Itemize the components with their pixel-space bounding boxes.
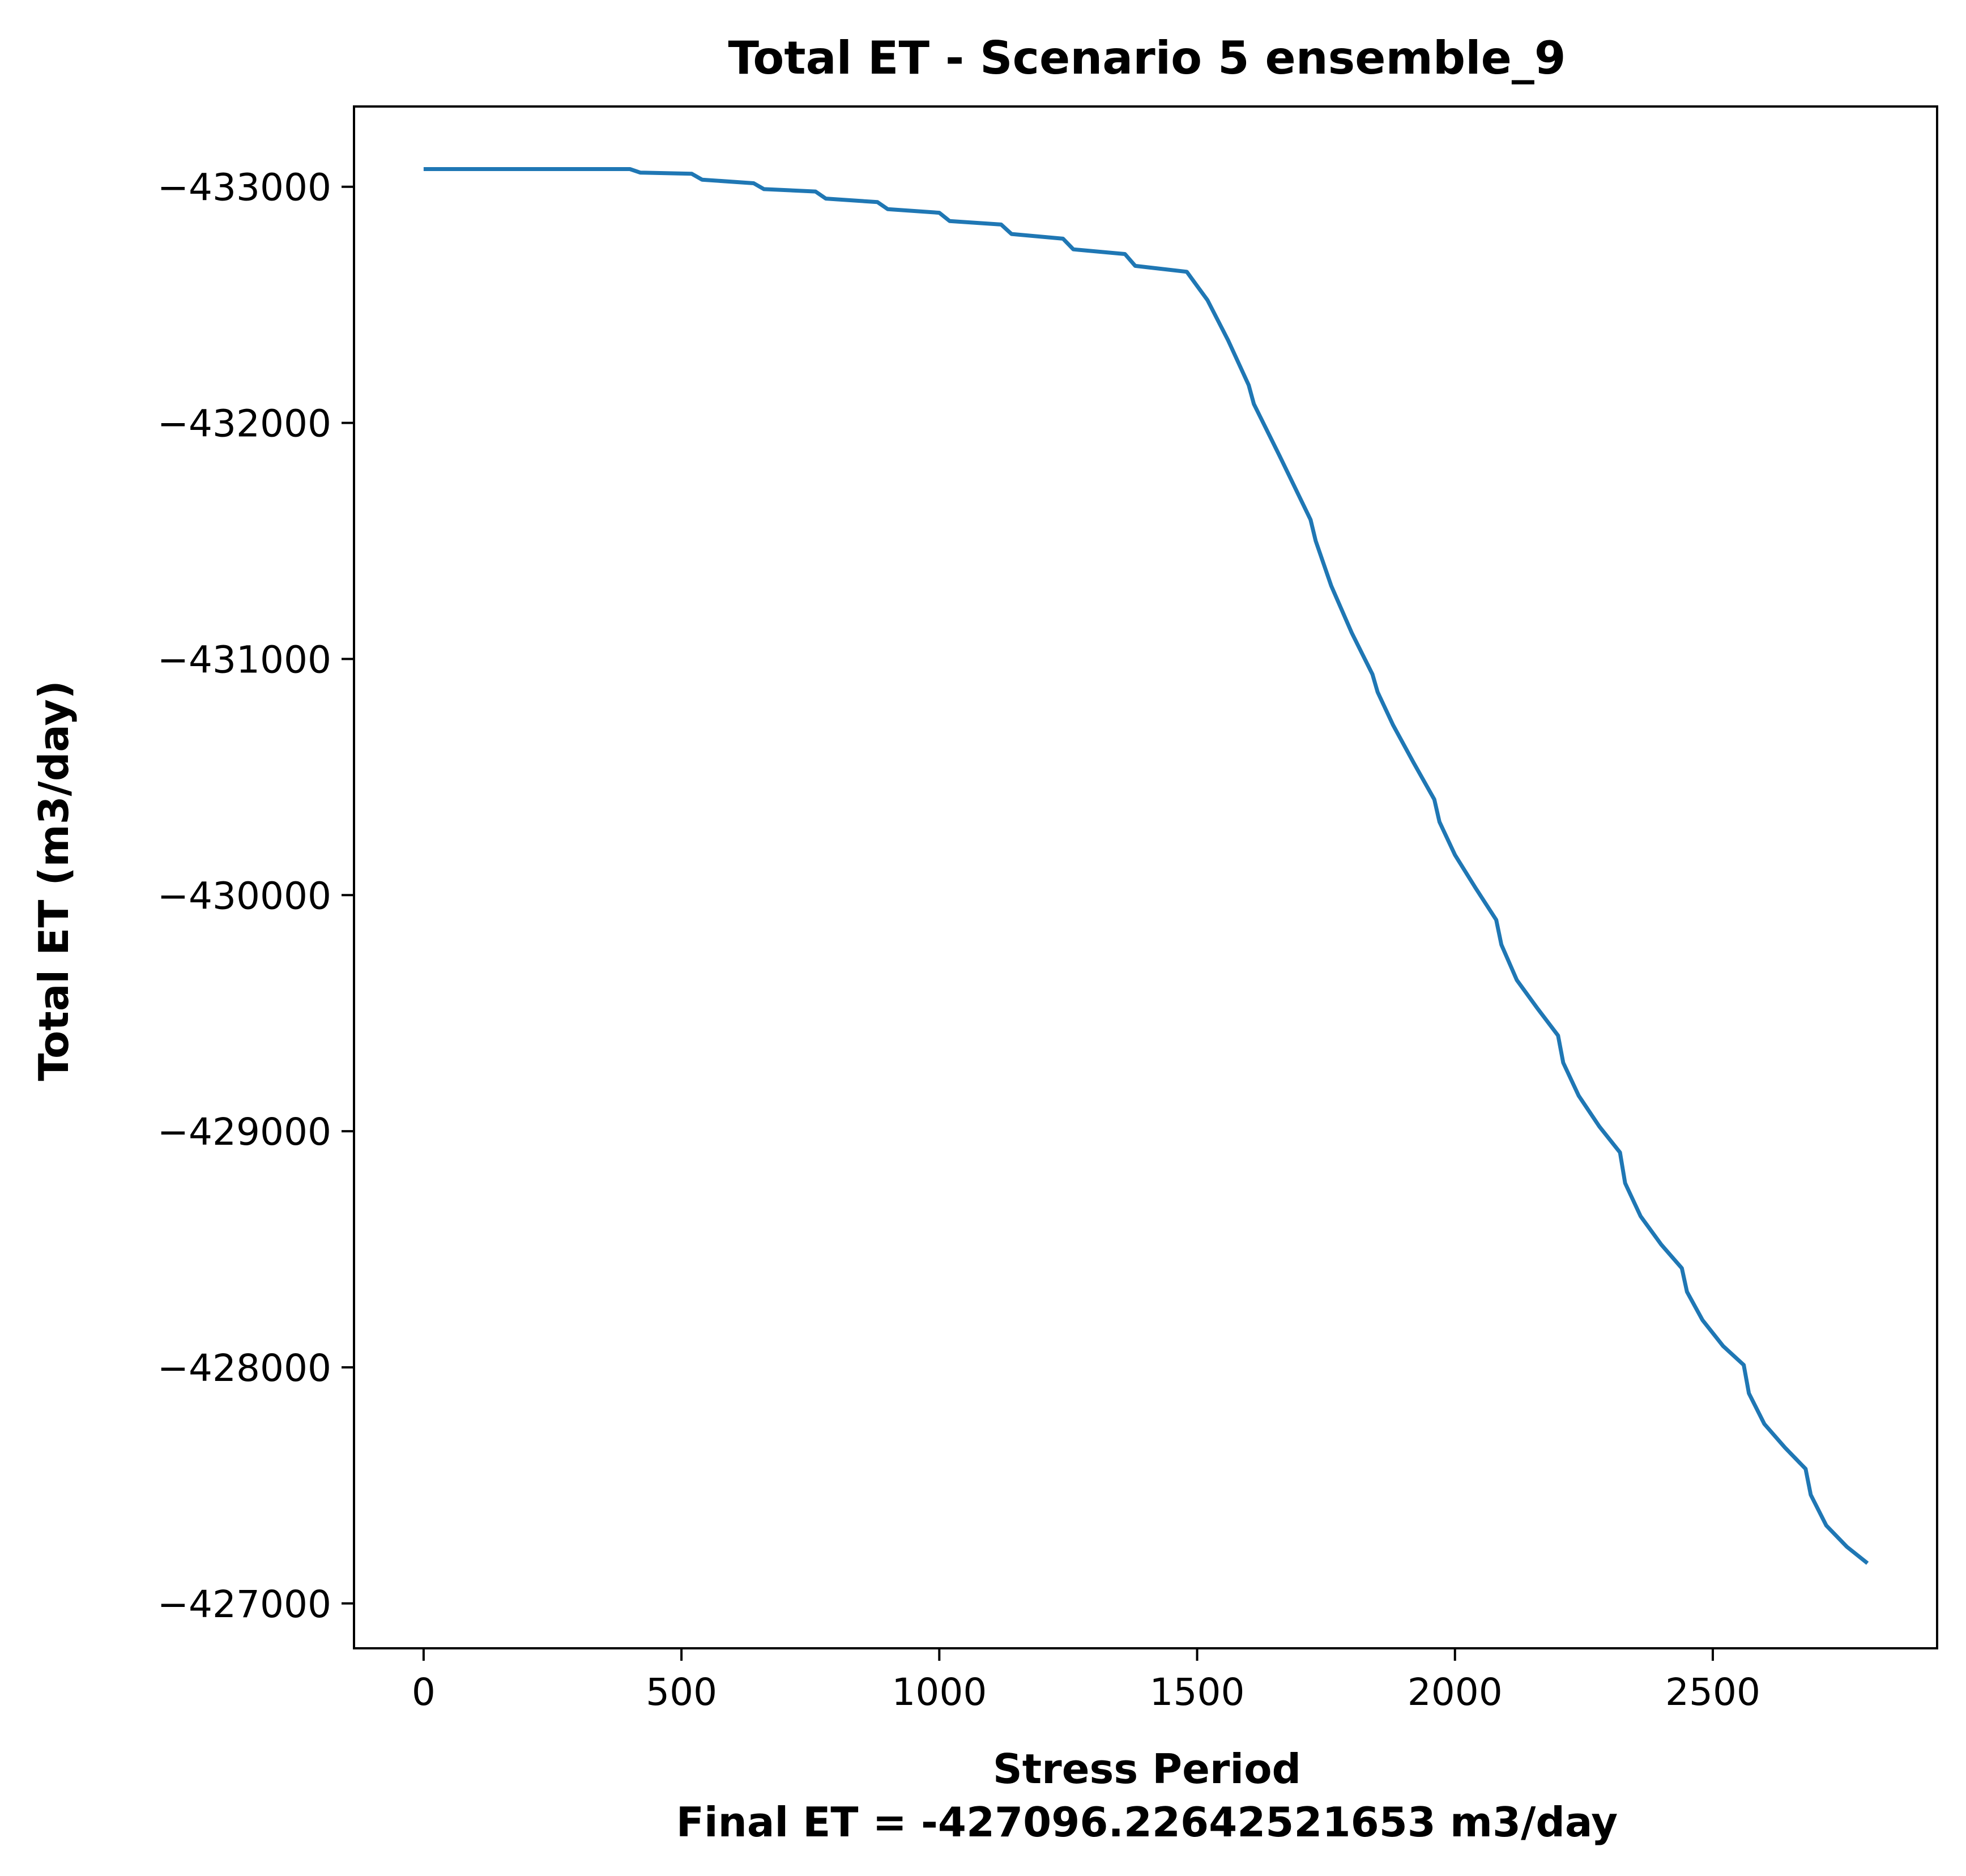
- y-tick-label: −431000: [157, 638, 331, 681]
- y-tick-label: −427000: [157, 1583, 331, 1626]
- series-layer: [423, 167, 1869, 1565]
- y-tick-label: −433000: [157, 166, 331, 210]
- plot-area-frame: [353, 105, 1938, 1649]
- y-tick-label: −432000: [157, 402, 331, 446]
- x-tick-label: 1500: [1150, 1670, 1245, 1714]
- y-axis: −433000 −432000 −431000 −430000 −429000 −4280…: [157, 166, 354, 1626]
- x-axis-label: Stress Period: [993, 1745, 1301, 1793]
- y-tick-label: −428000: [157, 1346, 331, 1390]
- x-axis: 0 500 1000 1500 2000 2500: [412, 1648, 1760, 1714]
- y-tick-label: −430000: [157, 874, 331, 918]
- x-tick-label: 0: [412, 1670, 436, 1714]
- chart-title: Total ET - Scenario 5 ensemble_9: [728, 32, 1566, 84]
- x-tick-label: 500: [646, 1670, 717, 1714]
- series-line-0: [423, 167, 1869, 1565]
- x-tick-label: 1000: [892, 1670, 987, 1714]
- y-axis-label: Total ET (m3/day): [30, 680, 78, 1081]
- x-tick-label: 2500: [1665, 1670, 1760, 1714]
- x-tick-label: 2000: [1408, 1670, 1503, 1714]
- y-tick-label: −429000: [157, 1110, 331, 1154]
- final-et-note: Final ET = -427096.22642521653 m3/day: [676, 1798, 1618, 1846]
